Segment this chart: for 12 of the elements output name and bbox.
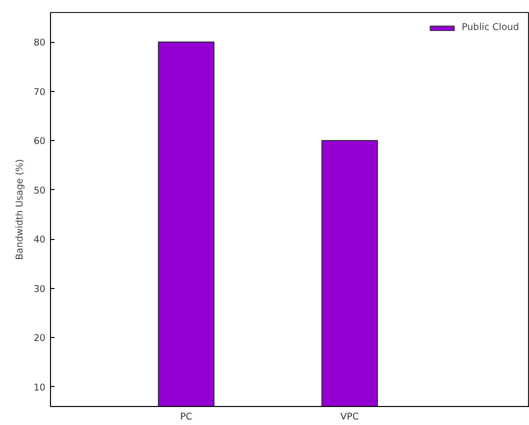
y-tick-label: 30 [34,284,46,295]
y-tick-label: 80 [34,38,46,49]
legend-label: Public Cloud [462,22,519,33]
x-tick-label: VPC [340,412,359,422]
y-tick-label: 50 [34,185,46,196]
y-axis-title: Bandwidth Usage (%) [14,159,26,260]
y-tick-label: 20 [34,333,46,344]
y-tick-label: 40 [34,234,46,246]
y-tick-label: 70 [34,86,46,98]
y-tick-label: 10 [34,382,46,394]
y-tick-label: 60 [34,136,46,148]
x-tick-label: PC [180,412,192,422]
